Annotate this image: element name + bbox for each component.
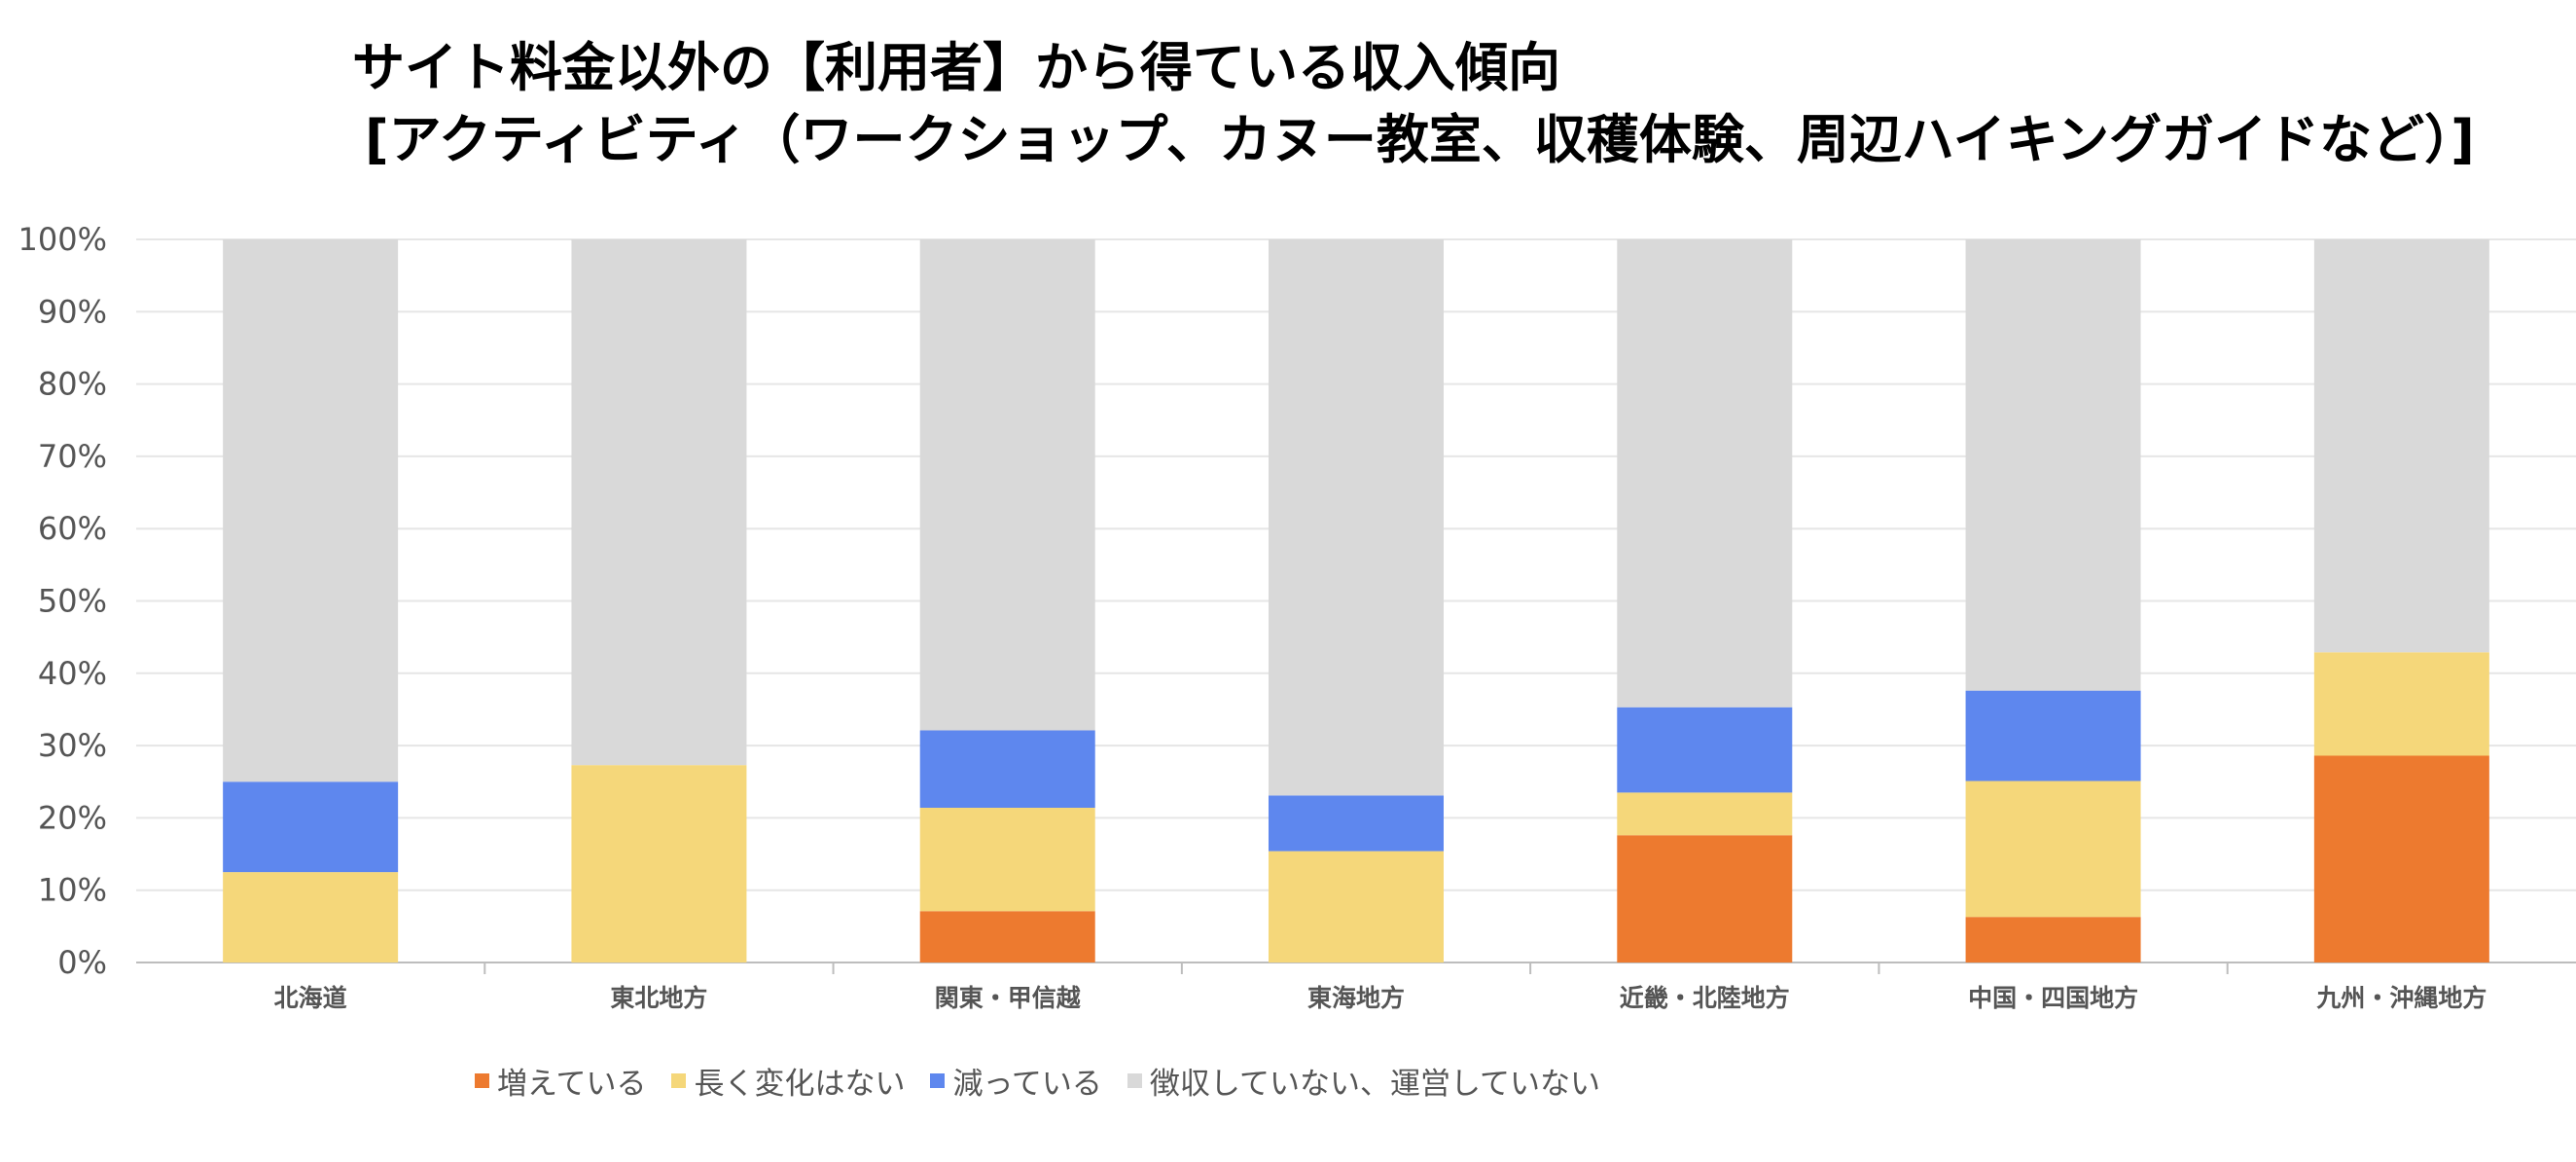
y-tick-label: 70% <box>38 438 107 475</box>
bar-segment <box>1269 795 1444 852</box>
bar-segment <box>223 872 399 962</box>
x-tick-label: 東北地方 <box>610 984 707 1012</box>
bar-segment <box>1269 851 1444 962</box>
x-tick-label: 北海道 <box>274 984 347 1012</box>
y-tick-label: 0% <box>57 944 107 981</box>
bar-segment <box>223 239 399 782</box>
bar-segment <box>1269 239 1444 796</box>
x-axis-ticks: 北海道 東北地方 関東・甲信越 東海地方 近畿・北陸地方 中国・四国地方 九州・沖縄地方 <box>274 962 2487 1012</box>
legend-label: 徴収していない、運営していない <box>1149 1066 1601 1102</box>
legend-swatch <box>671 1072 687 1088</box>
bar-segment <box>2313 239 2489 653</box>
x-tick-label: 近畿・北陸地方 <box>1620 984 1790 1012</box>
legend-label: 長く変化はない <box>694 1066 906 1102</box>
bar-segment <box>1617 707 1793 793</box>
y-tick-label: 100% <box>18 221 107 258</box>
legend-item: 長く変化はない <box>671 1059 905 1103</box>
legend-swatch <box>930 1072 946 1088</box>
bar-segment <box>919 239 1095 731</box>
bar-segment <box>2313 652 2489 756</box>
legend-label: 増えている <box>497 1066 647 1102</box>
bar-segment <box>1617 239 1793 708</box>
bar-segment <box>1965 690 2141 781</box>
bar-segment <box>919 730 1095 808</box>
bar-segment <box>223 781 399 873</box>
bars <box>223 239 2489 962</box>
bar-segment <box>2313 755 2489 962</box>
bar-segment <box>571 239 747 766</box>
bar-segment <box>1617 792 1793 836</box>
y-tick-label: 80% <box>38 366 107 403</box>
x-tick-label: 中国・四国地方 <box>1968 984 2138 1012</box>
bar-segment <box>1965 917 2141 962</box>
legend: 増えている 長く変化はない 減っている 徴収していない、運営していない <box>475 1059 1626 1103</box>
x-tick-label: 九州・沖縄地方 <box>2315 984 2487 1012</box>
x-tick-label: 東海地方 <box>1307 984 1405 1012</box>
legend-swatch <box>1127 1072 1142 1088</box>
y-axis-ticks: 0% 10% 20% 30% 40% 50% 60% 70% 80% 90% 100% <box>18 221 107 981</box>
bar-segment <box>1965 781 2141 918</box>
x-tick-label: 関東・甲信越 <box>935 984 1082 1012</box>
bar-segment <box>919 911 1095 962</box>
y-tick-label: 50% <box>38 583 107 620</box>
chart-subtitle: [アクティビティ（ワークショップ、カヌー教室、収穫体験、周辺ハイキングガイドなど… <box>365 109 2475 170</box>
bar-segment <box>1965 239 2141 691</box>
y-tick-label: 40% <box>38 655 107 692</box>
y-tick-label: 10% <box>38 872 107 909</box>
chart-title: サイト料金以外の【利用者】から得ている収入傾向 <box>352 37 1560 98</box>
legend-item: 増えている <box>475 1059 646 1103</box>
legend-item: 徴収していない、運営していない <box>1127 1059 1600 1103</box>
bar-segment <box>571 765 747 962</box>
y-tick-label: 60% <box>38 510 107 547</box>
bar-segment <box>919 807 1095 912</box>
legend-label: 減っている <box>952 1066 1102 1102</box>
bar-segment <box>1617 835 1793 962</box>
y-tick-label: 20% <box>38 799 107 836</box>
legend-item: 減っている <box>930 1059 1102 1103</box>
y-tick-label: 90% <box>38 293 107 330</box>
y-tick-label: 30% <box>38 727 107 764</box>
legend-swatch <box>475 1072 489 1088</box>
